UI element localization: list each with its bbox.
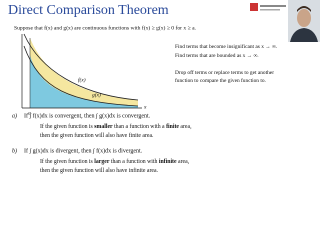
text-segment: If the given function is <box>40 158 94 165</box>
note: Find terms that become insignificant as … <box>175 43 277 50</box>
explanation-line: If the given function is larger than a f… <box>40 158 190 165</box>
explanation-line: then the given function will also have i… <box>40 167 159 174</box>
cases: a) If ∫ f(x)dx is convergent, then ∫ g(x)… <box>12 112 192 174</box>
g-area <box>30 55 138 108</box>
graph: f(x) g(x) x a <box>21 33 147 116</box>
emphasis: infinite <box>159 159 177 165</box>
note: Find terms that are bounded as x → ∞. <box>175 53 259 59</box>
case-marker: b) <box>12 147 17 154</box>
text-segment: than a function with a <box>113 123 166 130</box>
text-segment: If the given function is <box>40 123 94 130</box>
text-segment: than a function with <box>109 158 158 165</box>
case-marker: a) <box>12 112 17 119</box>
logo <box>250 3 286 11</box>
slide: Direct Comparison Theorem Suppose that f… <box>8 0 320 175</box>
emphasis: larger <box>94 159 110 165</box>
text-segment: area, <box>177 159 190 165</box>
note: Drop off terms or replace terms to get a… <box>175 69 274 76</box>
case-statement: If ∫ g(x)dx is divergent, then ∫ f(x)dx … <box>24 147 143 154</box>
explanation-line: then the given function will also have f… <box>40 132 154 139</box>
f-curve <box>23 33 139 101</box>
note: function to compare the given function t… <box>175 77 266 84</box>
g-label: g(x) <box>92 91 101 98</box>
text-segment: then the given function will also have i… <box>40 167 159 174</box>
text-segment: area, <box>179 124 192 130</box>
slide-title: Direct Comparison Theorem <box>8 3 169 18</box>
explanation-line: If the given function is smaller than a … <box>40 123 192 130</box>
f-label: f(x) <box>78 76 86 83</box>
emphasis: smaller <box>94 124 113 130</box>
emphasis: finite <box>166 124 179 130</box>
a-label: a <box>28 110 31 116</box>
x-label: x <box>143 104 147 110</box>
hypothesis: Suppose that f(x) and g(x) are continuou… <box>14 24 197 31</box>
webcam <box>288 0 320 42</box>
notes: Find terms that become insignificant as … <box>175 43 277 84</box>
case-statement: If ∫ f(x)dx is convergent, then ∫ g(x)dx… <box>24 112 151 119</box>
text-segment: then the given function will also have f… <box>40 132 154 139</box>
